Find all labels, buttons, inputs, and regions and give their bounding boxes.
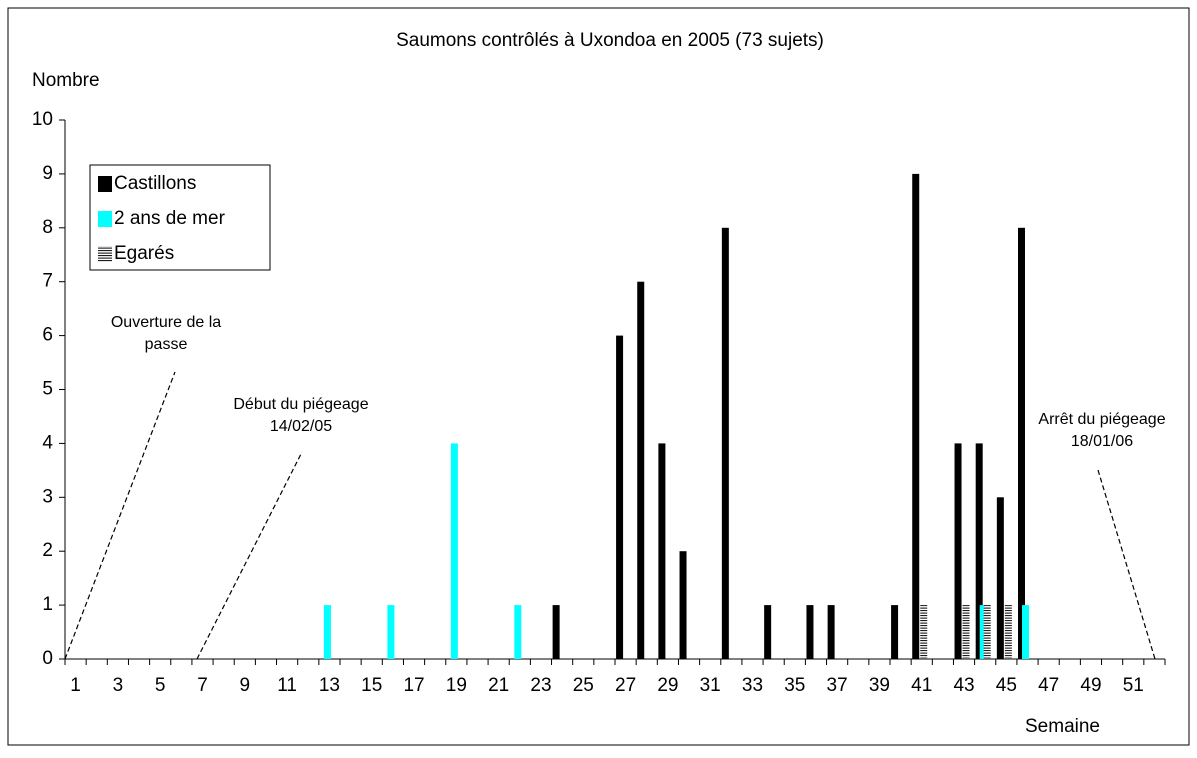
bar: [450, 443, 458, 659]
x-tick-label: 11: [277, 675, 297, 696]
y-tick-label: 4: [42, 432, 53, 453]
x-tick-label: 3: [113, 675, 124, 696]
legend-label: Castillons: [114, 173, 196, 194]
legend-label: 2 ans de mer: [114, 208, 226, 229]
bar: [616, 335, 624, 659]
bar: [912, 173, 920, 659]
bar: [721, 227, 729, 660]
annotation: Ouverture de la: [111, 314, 221, 331]
bar: [764, 605, 772, 659]
bar: [323, 605, 331, 659]
y-tick-label: 6: [42, 325, 53, 346]
bar: [891, 605, 899, 659]
x-tick-label: 39: [869, 675, 890, 696]
bar: [962, 605, 970, 659]
x-tick-label: 1: [70, 675, 81, 696]
bar: [387, 605, 395, 659]
x-tick-label: 37: [827, 675, 848, 696]
x-tick-label: 19: [446, 675, 467, 696]
bar: [1004, 605, 1012, 659]
bar: [1022, 605, 1029, 659]
bar: [514, 605, 522, 659]
x-tick-label: 35: [784, 675, 805, 696]
bar: [658, 443, 666, 659]
annotation: passe: [145, 336, 188, 353]
x-tick-label: 47: [1038, 675, 1059, 696]
x-tick-label: 27: [615, 675, 636, 696]
y-tick-label: 1: [42, 594, 53, 615]
x-tick-label: 49: [1080, 675, 1101, 696]
y-tick-label: 10: [32, 109, 53, 130]
x-axis-label: Semaine: [1025, 716, 1100, 737]
x-tick-label: 29: [657, 675, 678, 696]
annotation: Arrêt du piégeage: [1038, 411, 1165, 428]
annotation: Début du piégeage: [233, 396, 368, 413]
x-tick-label: 9: [240, 675, 251, 696]
bar: [983, 605, 991, 659]
y-tick-label: 3: [42, 486, 53, 507]
bar: [637, 281, 645, 659]
x-tick-label: 51: [1123, 675, 1144, 696]
x-tick-label: 15: [361, 675, 382, 696]
bar: [996, 497, 1004, 659]
bar: [1018, 227, 1025, 660]
x-tick-label: 25: [573, 675, 594, 696]
bar: [975, 443, 983, 659]
y-tick-label: 8: [42, 217, 53, 238]
legend-swatch: [98, 246, 112, 262]
bar: [920, 605, 928, 659]
annotation: 14/02/05: [270, 418, 332, 435]
x-tick-label: 45: [996, 675, 1017, 696]
legend: [89, 164, 271, 271]
x-tick-label: 41: [911, 675, 932, 696]
bar: [552, 605, 560, 659]
x-tick-label: 13: [319, 675, 340, 696]
x-tick-label: 31: [700, 675, 721, 696]
x-tick-label: 17: [403, 675, 424, 696]
bar: [979, 605, 987, 659]
annotation-line: [196, 451, 303, 660]
y-tick-label: 2: [42, 540, 53, 561]
bar: [806, 605, 814, 659]
x-tick-label: 23: [530, 675, 551, 696]
y-tick-label: 5: [42, 379, 53, 400]
bar: [954, 443, 962, 659]
legend-label: Egarés: [114, 243, 174, 264]
chart-title: Saumons contrôlés à Uxondoa en 2005 (73 …: [396, 30, 824, 51]
y-tick-label: 9: [42, 163, 53, 184]
legend-swatch: [98, 176, 112, 192]
x-tick-label: 43: [953, 675, 974, 696]
y-tick-label: 0: [42, 648, 53, 669]
annotation-line: [1097, 469, 1156, 660]
bar: [827, 605, 835, 659]
x-tick-label: 21: [488, 675, 509, 696]
y-tick-label: 7: [42, 271, 53, 292]
x-tick-label: 7: [197, 675, 208, 696]
bar: [679, 551, 687, 659]
x-tick-label: 5: [155, 675, 166, 696]
annotation: 18/01/06: [1071, 433, 1133, 450]
annotation-line: [64, 371, 176, 660]
y-axis-label: Nombre: [32, 70, 100, 91]
legend-swatch: [98, 211, 112, 227]
frame: [7, 7, 1190, 746]
x-tick-label: 33: [742, 675, 763, 696]
